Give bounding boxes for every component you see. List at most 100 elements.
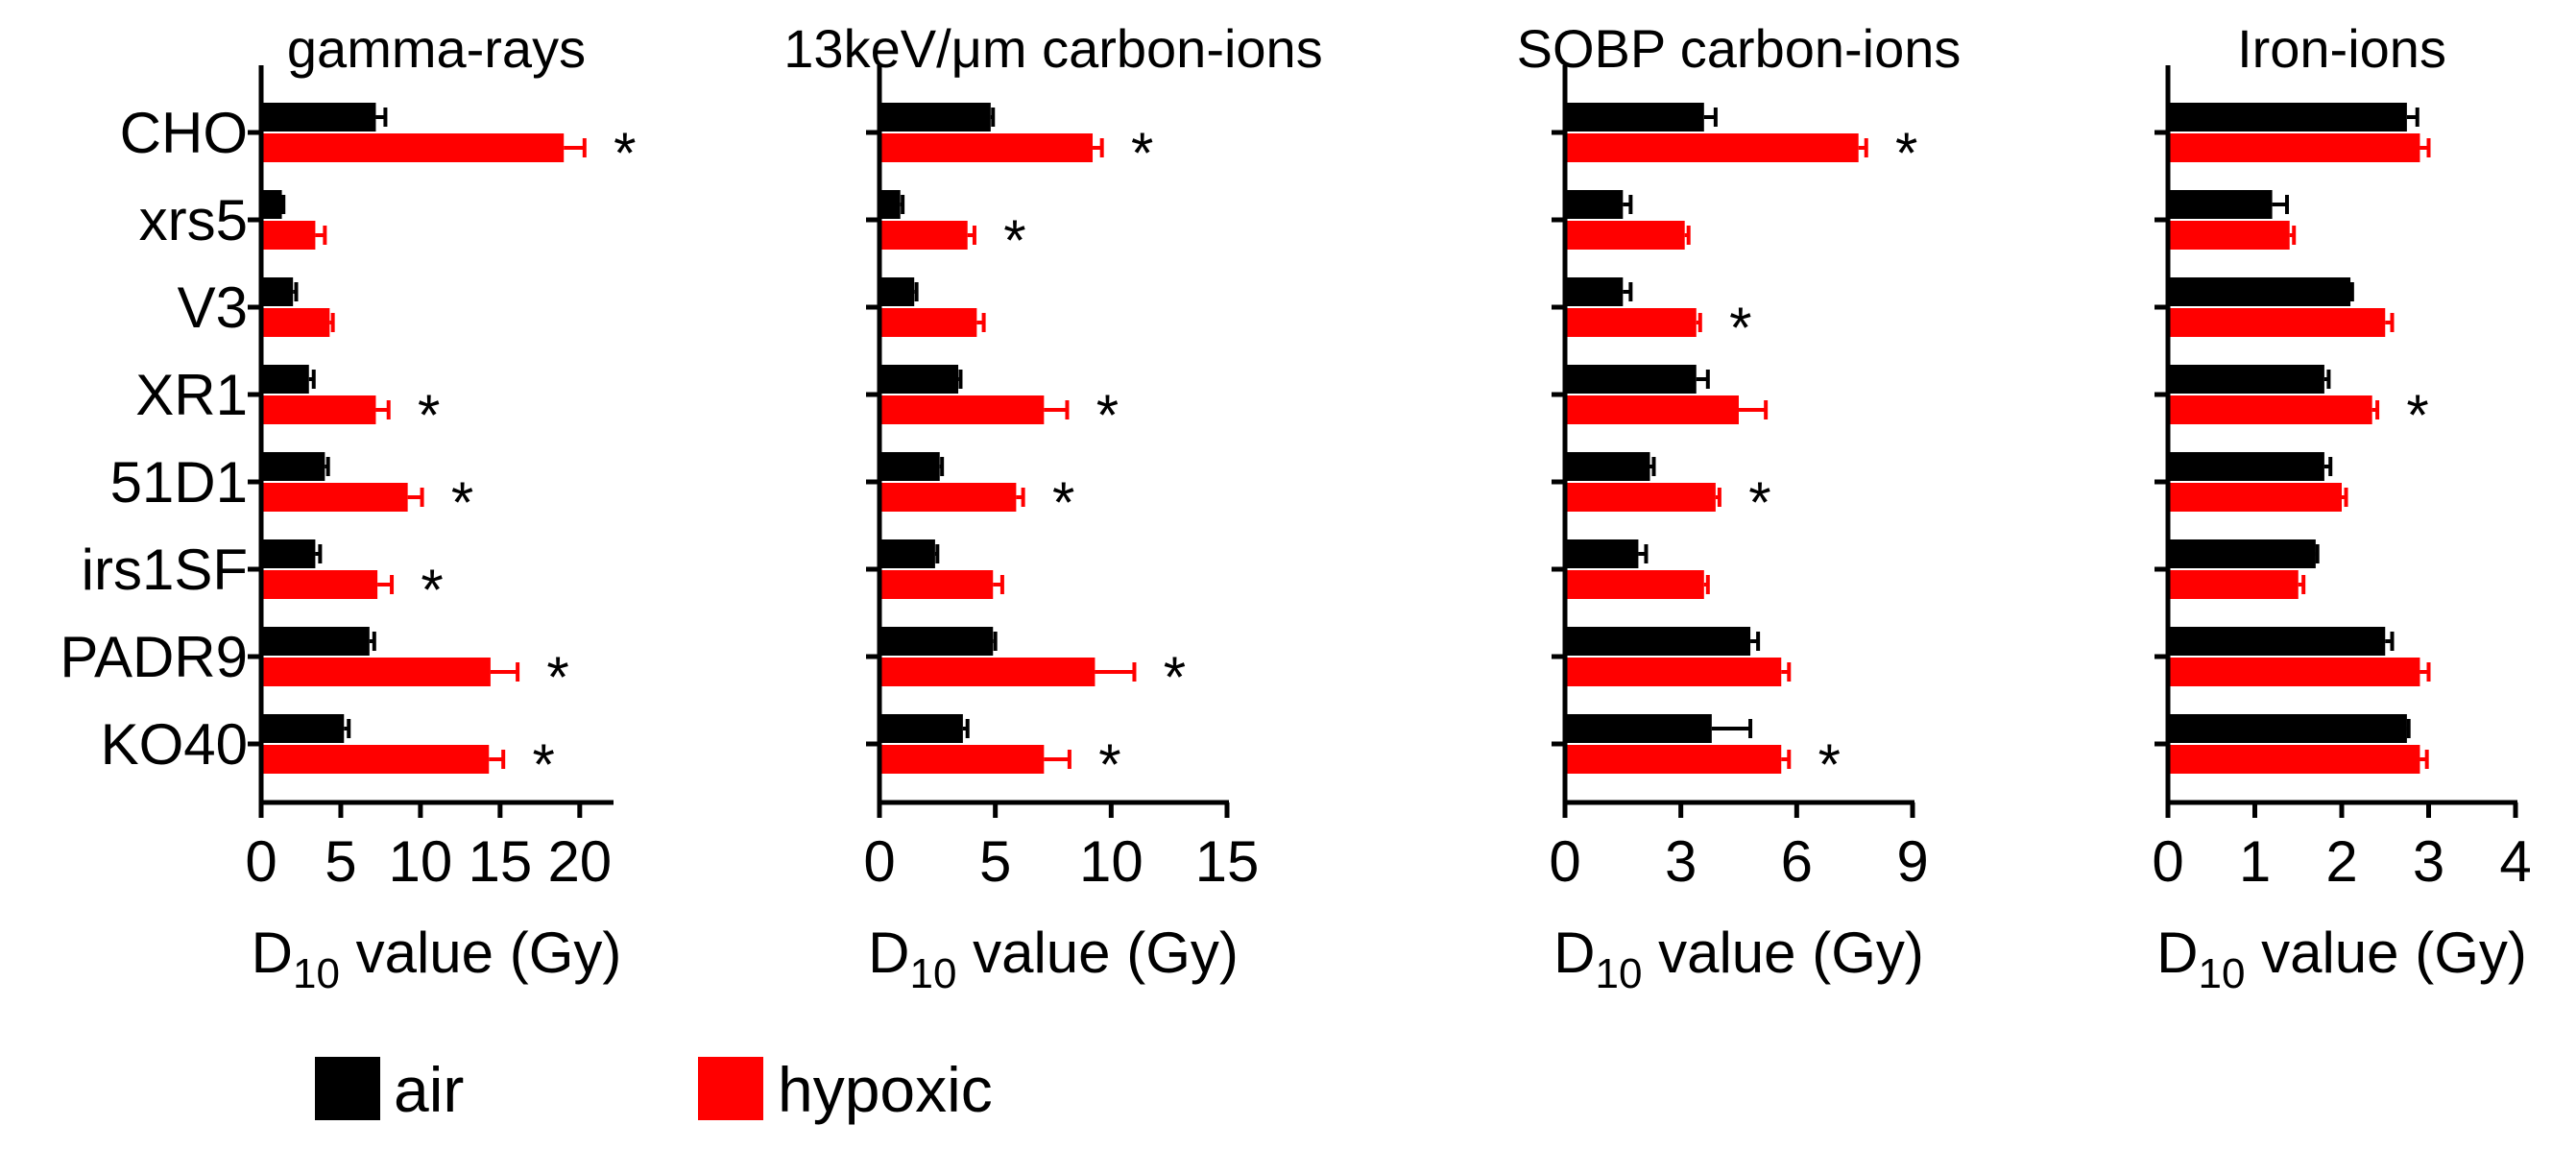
bar-hypoxic: [261, 570, 378, 599]
category-label: XR1: [135, 363, 248, 427]
bar-air: [261, 627, 370, 656]
chart-title: gamma-rays: [287, 18, 586, 79]
bar-air: [1565, 539, 1639, 568]
bar-air: [261, 190, 282, 219]
x-axis-label: D10 value (Gy): [252, 921, 622, 997]
category-label: irs1SF: [82, 538, 248, 602]
bar-hypoxic: [879, 308, 977, 337]
category-label: PADR9: [60, 625, 248, 689]
bar-hypoxic: [1565, 221, 1685, 250]
x-tick-label: 3: [1665, 829, 1697, 894]
chart-title: Iron-ions: [2237, 18, 2446, 79]
significance-marker: *: [546, 645, 568, 709]
x-tick-label: 20: [547, 829, 612, 894]
bar-air: [261, 103, 376, 132]
bar-air: [261, 277, 294, 306]
bar-hypoxic: [879, 570, 994, 599]
bar-air: [261, 714, 345, 743]
significance-marker: *: [1003, 208, 1025, 273]
bar-hypoxic: [2168, 395, 2372, 424]
category-label: KO40: [101, 712, 248, 777]
bar-hypoxic: [2168, 483, 2342, 512]
legend-swatch-hypoxic: [698, 1057, 763, 1120]
x-tick-label: 4: [2499, 829, 2531, 894]
chart-title: 13keV/μm carbon-ions: [783, 18, 1322, 79]
significance-marker: *: [614, 121, 636, 185]
bar-hypoxic: [1565, 395, 1739, 424]
bar-air: [1565, 365, 1697, 394]
bar-air: [879, 714, 963, 743]
significance-marker: *: [1748, 470, 1770, 535]
bar-air: [2168, 365, 2324, 394]
category-label: CHO: [120, 101, 248, 165]
bar-hypoxic: [2168, 308, 2386, 337]
bar-hypoxic: [879, 658, 1095, 686]
bar-hypoxic: [2168, 658, 2420, 686]
chart-panel-2: 13keV/μm carbon-ions * * * * * * 0 5 10 15 D10 valu…: [783, 18, 1322, 997]
x-axis-label: D10 value (Gy): [2156, 921, 2527, 997]
legend-label-air: air: [394, 1054, 464, 1125]
bar-air: [1565, 277, 1624, 306]
bar-air: [2168, 452, 2324, 481]
bar-air: [261, 452, 325, 481]
bar-air: [2168, 190, 2273, 219]
bar-hypoxic: [1565, 745, 1782, 774]
bar-air: [879, 452, 940, 481]
bar-air: [879, 627, 994, 656]
category-label: 51D1: [110, 450, 248, 515]
bar-hypoxic: [261, 483, 408, 512]
significance-marker: *: [1818, 732, 1841, 797]
x-tick-label: 15: [1195, 829, 1260, 894]
significance-marker: *: [418, 383, 440, 447]
bar-hypoxic: [2168, 570, 2299, 599]
x-tick-label: 10: [1079, 829, 1144, 894]
x-tick-label: 5: [979, 829, 1011, 894]
bar-hypoxic: [261, 745, 490, 774]
bar-hypoxic: [1565, 133, 1859, 162]
bar-air: [2168, 539, 2316, 568]
bar-air: [2168, 103, 2407, 132]
bar-air: [1565, 627, 1751, 656]
x-tick-label: 0: [863, 829, 895, 894]
significance-marker: *: [1098, 732, 1120, 797]
bar-air: [261, 365, 309, 394]
x-tick-label: 9: [1896, 829, 1928, 894]
x-tick-label: 0: [245, 829, 277, 894]
bar-air: [1565, 190, 1624, 219]
x-tick-label: 1: [2239, 829, 2271, 894]
category-label: V3: [178, 275, 248, 340]
chart-panel-4: Iron-ions * 0 1 2 3 4 D10 value (Gy): [2152, 18, 2531, 997]
bar-air: [879, 365, 959, 394]
bar-hypoxic: [1565, 570, 1704, 599]
bar-air: [2168, 277, 2351, 306]
bar-air: [2168, 714, 2407, 743]
significance-marker: *: [2406, 383, 2428, 447]
bar-air: [1565, 452, 1650, 481]
bar-hypoxic: [261, 221, 316, 250]
bar-air: [1565, 103, 1704, 132]
bar-hypoxic: [261, 133, 565, 162]
x-tick-label: 15: [468, 829, 532, 894]
significance-marker: *: [451, 470, 473, 535]
x-tick-label: 0: [2152, 829, 2183, 894]
x-tick-label: 3: [2413, 829, 2444, 894]
bar-hypoxic: [879, 133, 1094, 162]
bar-air: [2168, 627, 2386, 656]
x-tick-label: 0: [1549, 829, 1580, 894]
bar-hypoxic: [2168, 745, 2420, 774]
legend-swatch-air: [315, 1057, 380, 1120]
x-tick-label: 5: [325, 829, 356, 894]
bar-air: [1565, 714, 1712, 743]
significance-marker: *: [1164, 645, 1186, 709]
chart-panel-3: SOBP carbon-ions * * * * 0 3 6 9 D10 value (Gy): [1517, 18, 1962, 997]
bar-air: [879, 277, 915, 306]
bar-hypoxic: [261, 308, 330, 337]
bar-hypoxic: [2168, 221, 2290, 250]
chart-title: SOBP carbon-ions: [1517, 18, 1962, 79]
x-axis-label: D10 value (Gy): [1553, 921, 1924, 997]
significance-marker: *: [421, 558, 443, 622]
bar-hypoxic: [1565, 308, 1697, 337]
significance-marker: *: [1052, 470, 1074, 535]
bar-hypoxic: [879, 483, 1017, 512]
